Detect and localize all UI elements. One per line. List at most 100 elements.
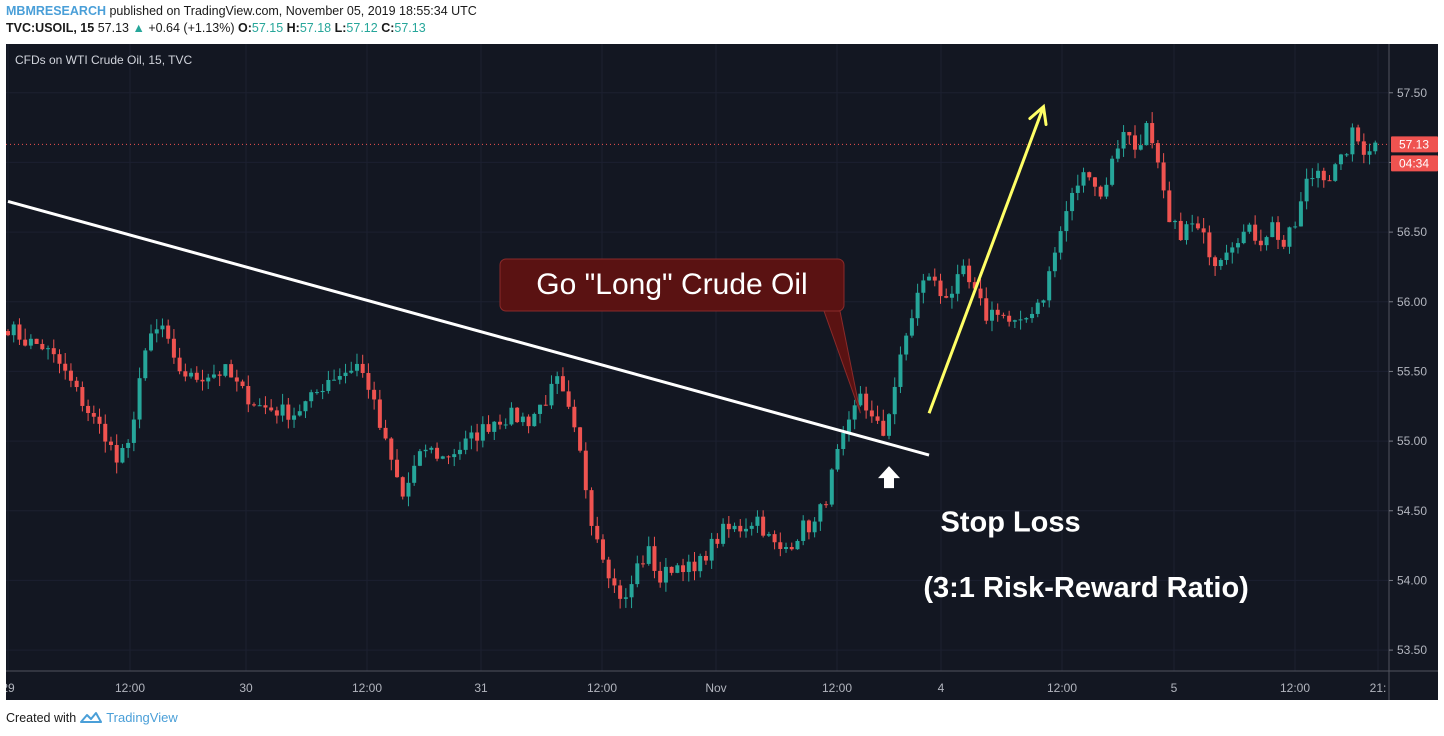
publisher-link[interactable]: MBMRESEARCH [6, 4, 106, 18]
candlestick-chart[interactable]: 57.5057.0056.5056.0055.5055.0054.5054.00… [6, 44, 1438, 700]
candle-body [1367, 151, 1372, 155]
tradingview-link[interactable]: TradingView [106, 710, 178, 725]
candle-body [1155, 143, 1160, 163]
candle-body [1281, 239, 1286, 247]
candle-body [1356, 127, 1361, 142]
candle-body [1201, 228, 1206, 233]
candle-body [166, 325, 171, 339]
candle-body [612, 578, 617, 586]
close-label: C: [381, 21, 395, 35]
candle-body [314, 392, 319, 394]
time-axis[interactable]: 29 12:00 30 12:00 31 12:00 Nov 12:00 4 12:00 5 12:0… [6, 681, 1386, 695]
candle-body [320, 390, 325, 393]
candle-body [1035, 302, 1040, 314]
candle-body [1287, 227, 1292, 247]
time-tick-label: 31 [474, 681, 488, 695]
price-tick-label: 53.50 [1397, 643, 1427, 657]
candle-body [1213, 257, 1218, 267]
candle-body [1270, 222, 1275, 238]
trendline [7, 200, 930, 457]
callout-text: Go "Long" Crude Oil [536, 268, 807, 301]
time-tick-label: 12:00 [1280, 681, 1310, 695]
price-tick-label: 57.50 [1397, 86, 1427, 100]
candle-body [1121, 132, 1126, 149]
candle-body [572, 406, 577, 428]
candle-body [200, 379, 205, 382]
candle-body [177, 357, 182, 372]
price-tick-label: 56.00 [1397, 295, 1427, 309]
candle-body [784, 547, 789, 549]
price-tick-label: 54.00 [1397, 573, 1427, 587]
price-tick-label: 55.50 [1397, 364, 1427, 378]
candle-body [560, 376, 565, 392]
candle-body [440, 456, 445, 459]
candle-body [829, 469, 834, 505]
candle-body [978, 288, 983, 299]
candle-body [984, 298, 989, 321]
candle-body [789, 547, 794, 550]
candle-body [383, 427, 388, 439]
candle-body [217, 374, 222, 376]
candle-body [377, 399, 382, 428]
candle-body [738, 525, 743, 532]
candle-body [766, 534, 771, 536]
candle-body [103, 423, 108, 442]
time-tick-label: 4 [938, 681, 945, 695]
annotations: Go "Long" Crude Oil Stop Loss (3:1 Risk-Re… [7, 103, 1249, 604]
candle-body [137, 378, 142, 420]
candle-body [629, 584, 634, 598]
candle-body [743, 528, 748, 532]
candle-body [869, 410, 874, 417]
price-tick-label: 55.00 [1397, 434, 1427, 448]
candle-body [675, 565, 680, 573]
candle-body [841, 432, 846, 449]
candle-body [961, 265, 966, 275]
candle-body [274, 410, 279, 416]
candle-body [1104, 184, 1109, 197]
candle-body [1218, 260, 1223, 267]
candle-body [475, 432, 480, 441]
candle-body [23, 339, 28, 346]
candle-body [618, 585, 623, 599]
candle-body [40, 343, 45, 350]
candle-body [1127, 132, 1132, 136]
close-value: 57.13 [394, 21, 426, 35]
candle-body [921, 280, 926, 293]
candle-body [538, 404, 543, 414]
candle-body [1224, 252, 1229, 261]
candle-body [1327, 180, 1332, 182]
candle-body [658, 570, 663, 583]
candle-body [949, 293, 954, 298]
candle-body [389, 438, 394, 460]
high-value: 57.18 [299, 21, 332, 35]
time-tick-label: 12:00 [1047, 681, 1077, 695]
candle-body [229, 364, 234, 378]
candle-body [1064, 211, 1069, 232]
candle-body [354, 363, 359, 371]
candle-body [703, 555, 708, 561]
candle-body [246, 386, 251, 405]
candle-body [549, 383, 554, 406]
target-arrow-head-icon [1028, 103, 1048, 127]
time-tick-label: 30 [239, 681, 253, 695]
candle-body [967, 265, 972, 283]
low-value: 57.12 [346, 21, 378, 35]
candle-body [1298, 201, 1303, 227]
candle-body [337, 376, 342, 380]
candle-body [154, 329, 159, 334]
candle-body [263, 405, 268, 408]
candle-body [257, 405, 262, 407]
candle-body [492, 421, 497, 432]
candle-body [1144, 123, 1149, 146]
candle-body [526, 416, 531, 427]
candle-body [1075, 185, 1080, 193]
price-tick-label: 56.50 [1397, 225, 1427, 239]
candle-body [429, 447, 434, 450]
candle-body [1167, 190, 1172, 223]
candle-body [852, 405, 857, 420]
candle-body [566, 391, 571, 407]
chart-title: CFDs on WTI Crude Oil, 15, TVC [15, 53, 192, 67]
candle-body [366, 373, 371, 390]
candle-body [120, 447, 125, 463]
candle-body [80, 387, 85, 406]
